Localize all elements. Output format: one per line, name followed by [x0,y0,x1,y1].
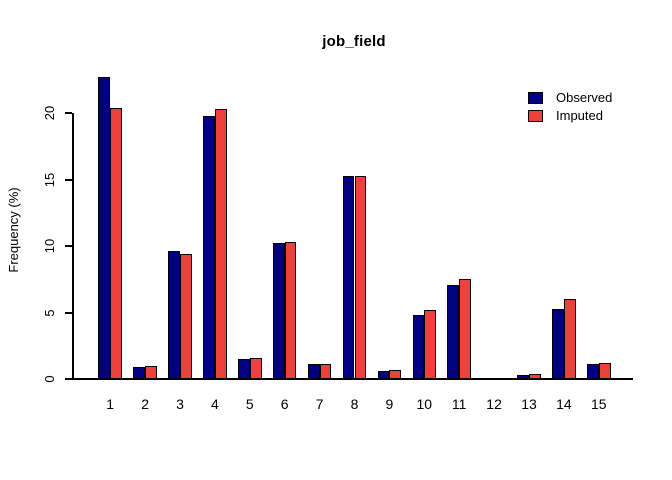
legend-item-observed: Observed [528,89,612,107]
bar-imputed-4 [214,109,227,379]
bar-observed-13 [517,375,529,379]
legend-swatch-imputed [528,110,543,122]
bar-observed-9 [377,371,390,379]
bar-imputed-1 [110,107,122,379]
bar-observed-1 [98,77,111,379]
bar-imputed-7 [319,364,332,379]
x-tick-label: 8 [350,396,359,412]
bar-imputed-15 [598,363,611,379]
bar-imputed-3 [180,253,192,379]
legend: Observed Imputed [528,89,612,125]
x-tick-label: 10 [416,396,433,412]
bar-imputed-14 [563,299,576,379]
bar-imputed-8 [354,175,367,379]
x-tick-label: 13 [521,396,537,412]
bar-observed-2 [133,367,146,379]
x-tick-label: 5 [245,396,254,412]
bar-imputed-13 [529,373,541,379]
y-axis-label: Frequency (%) [6,187,21,273]
y-tick-label: 15 [42,172,57,187]
x-tick-label: 4 [210,396,219,412]
x-tick-label: 9 [385,396,394,412]
y-tick [65,178,72,181]
x-tick-label: 2 [141,396,149,412]
y-tick [65,112,72,114]
bar-observed-7 [307,364,320,379]
bar-imputed-5 [249,357,262,379]
bar-imputed-12 [494,378,506,380]
y-tick-label: 5 [42,308,57,317]
y-tick-label: 20 [42,105,57,121]
x-tick-label: 7 [315,396,324,412]
x-tick-label: 14 [556,396,572,412]
x-tick-label: 15 [591,396,607,412]
legend-swatch-observed [528,92,543,104]
bar-imputed-9 [389,369,402,379]
bar-imputed-2 [145,365,157,379]
bar-observed-4 [203,115,215,379]
legend-label: Observed [556,90,613,105]
y-axis [72,113,74,380]
bar-observed-3 [168,251,180,379]
y-tick [65,378,72,380]
bar-observed-5 [238,359,250,379]
bar-observed-11 [447,284,460,379]
x-tick-label: 11 [451,396,467,412]
x-tick-label: 3 [176,396,184,412]
bar-observed-12 [482,378,495,380]
y-tick-label: 10 [42,238,57,254]
x-tick-label: 12 [486,396,502,412]
y-tick-label: 0 [42,375,57,383]
bar-observed-10 [412,315,425,379]
bar-imputed-6 [284,242,297,379]
bar-imputed-11 [459,279,471,379]
y-tick [65,311,72,314]
x-tick-label: 1 [106,396,115,412]
x-axis [74,378,633,380]
bar-observed-14 [552,308,564,379]
chart-title: job_field [322,33,386,50]
legend-label: Imputed [556,108,603,123]
x-tick-label: 6 [280,396,289,412]
bar-imputed-10 [424,309,437,379]
legend-item-imputed: Imputed [528,107,612,125]
bar-observed-8 [342,175,355,379]
bar-observed-6 [272,243,285,379]
bar-observed-15 [587,364,599,379]
y-tick [65,245,72,247]
